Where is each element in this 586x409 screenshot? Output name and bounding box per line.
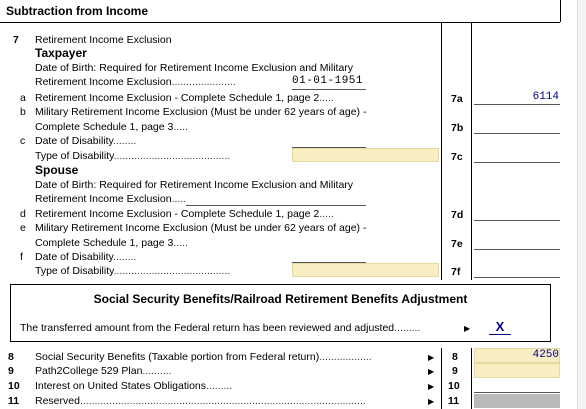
line-8-label: Social Security Benefits (Taxable portio… [35,351,372,363]
line-7d-text: Retirement Income Exclusion - Complete S… [35,208,320,220]
column-divider-left [441,22,442,280]
line-7f-code: 7f [451,266,461,278]
line-7a-underline [474,104,560,105]
line-7f-underline [474,277,560,278]
line-9-arrow-icon: ▶ [428,367,435,376]
line-11-text: Reserved [35,395,80,407]
ss-arrow-icon: ▶ [464,324,471,333]
line-7a-text: Retirement Income Exclusion - Complete S… [35,92,320,104]
line-7c-code: 7c [451,151,463,163]
line-7c-type-input[interactable] [292,148,439,162]
ss-adjustment-label: The transferred amount from the Federal … [20,322,421,334]
line-10-text: Interest on United States Obligations [35,380,207,392]
line-9-label: Path2College 529 Plan.......... [35,365,172,377]
panel-edge [560,0,561,22]
line-7f-letter: f [20,251,23,263]
line-8-text: Social Security Benefits (Taxable portio… [35,351,320,363]
line-10-arrow-icon: ▶ [428,382,435,391]
spouse-heading: Spouse [35,163,79,177]
line-9-code: 9 [452,365,458,377]
line-9-text: Path2College 529 Plan [35,365,143,377]
line-8-arrow-icon: ▶ [428,353,435,362]
line-7d-input[interactable] [474,220,560,221]
ss-reviewed-checkbox[interactable]: X [489,320,511,335]
line-10-code: 10 [448,380,460,392]
line-10-number: 10 [8,380,20,392]
line-7d-label: Retirement Income Exclusion - Complete S… [35,208,334,220]
line-7d-letter: d [20,208,26,220]
line-7f-date-text: Date of Disability [35,251,114,263]
line-7e-letter: e [20,222,26,234]
line-7f-type-input[interactable] [292,263,439,277]
line-7b-input[interactable] [474,133,560,134]
line-9-input[interactable] [474,363,560,378]
line-7c-date-text: Date of Disability [35,135,114,147]
line-8-number: 8 [8,351,14,363]
line-7a-input[interactable]: 6114 [532,91,559,103]
line-7-number: 7 [13,34,19,46]
line-7e-text: Military Retirement Income Exclusion (Mu… [35,222,367,234]
lower-column-divider-left [441,348,442,409]
line-7a-code: 7a [451,93,463,105]
ss-adjustment-box: Social Security Benefits/Railroad Retire… [10,284,551,342]
line-7e-label: Complete Schedule 1, page 3..... [35,237,188,249]
line-11-number: 11 [8,395,20,407]
taxpayer-dob-label-text: Retirement Income Exclusion [35,76,172,88]
ss-adjustment-title: Social Security Benefits/Railroad Retire… [93,292,468,306]
line-7c-letter: c [20,135,26,147]
line-11-arrow-icon: ▶ [428,397,435,406]
line-7b-letter: b [20,106,26,118]
header-divider [0,22,560,23]
spouse-dob-input[interactable] [186,205,366,206]
line-7f-date-input[interactable] [292,262,366,263]
spouse-dob-text: Date of Birth: Required for Retirement I… [35,179,354,191]
line-10-label: Interest on United States Obligations...… [35,380,233,392]
line-7e-input[interactable] [474,249,560,250]
line-7e-code: 7e [451,238,463,250]
section-title: Subtraction from Income [6,4,149,18]
line-7-title: Retirement Income Exclusion [35,34,172,46]
line-7b-code: 7b [451,122,464,134]
line-7c-type-text: Type of Disability [35,150,114,162]
line-11-label: Reserved................................… [35,395,366,407]
line-7f-type-label: Type of Disability......................… [35,265,231,277]
column-divider-right [471,22,472,280]
line-7f-type-text: Type of Disability [35,265,114,277]
line-7b-label: Complete Schedule 1, page 3..... [35,121,188,133]
line-7b-text-2: Complete Schedule 1, page 3 [35,121,174,133]
ss-adjustment-text: The transferred amount from the Federal … [20,322,395,334]
line-8-code: 8 [452,351,458,363]
line-8-input[interactable]: 4250 [532,349,559,361]
line-9-number: 9 [8,365,14,377]
line-7d-code: 7d [451,209,464,221]
lower-column-divider-right [471,348,472,409]
line-7c-date-label: Date of Disability........ [35,135,137,147]
line-7c-type-label: Type of Disability......................… [35,150,231,162]
taxpayer-dob-text: Date of Birth: Required for Retirement I… [35,62,354,74]
line-10-input[interactable] [474,392,560,393]
line-7f-date-label: Date of Disability........ [35,251,137,263]
line-7a-letter: a [20,92,26,104]
taxpayer-dob-label: Retirement Income Exclusion.............… [35,76,236,88]
line-7e-text-2: Complete Schedule 1, page 3 [35,237,174,249]
line-7c-date-input[interactable] [292,147,366,148]
line-11-reserved-field [474,394,560,408]
taxpayer-heading: Taxpayer [35,46,87,60]
spouse-dob-label-text: Retirement Income Exclusion [35,193,172,205]
line-11-code: 11 [448,395,460,407]
taxpayer-dob-underline [292,89,366,90]
scrollbar-track[interactable] [577,0,586,409]
taxpayer-dob-input[interactable]: 01-01-1951 [292,75,364,87]
spouse-dob-label: Retirement Income Exclusion..... [35,193,187,205]
line-7b-text: Military Retirement Income Exclusion (Mu… [35,106,367,118]
line-7a-label: Retirement Income Exclusion - Complete S… [35,92,334,104]
line-8-field-bg [474,348,560,363]
line-7c-underline [474,162,560,163]
